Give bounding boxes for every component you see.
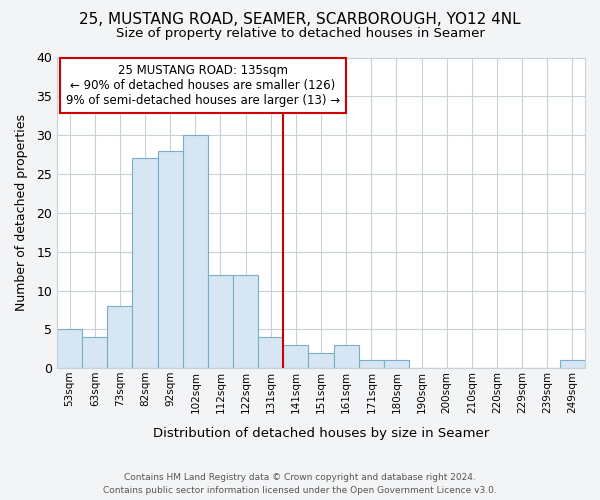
Bar — [560, 360, 585, 368]
Bar — [384, 360, 409, 368]
Y-axis label: Number of detached properties: Number of detached properties — [15, 114, 28, 312]
Bar — [133, 158, 158, 368]
Bar — [107, 306, 133, 368]
X-axis label: Distribution of detached houses by size in Seamer: Distribution of detached houses by size … — [153, 427, 489, 440]
Bar — [183, 135, 208, 368]
Bar — [158, 150, 183, 368]
Text: Contains HM Land Registry data © Crown copyright and database right 2024.
Contai: Contains HM Land Registry data © Crown c… — [103, 474, 497, 495]
Text: 25, MUSTANG ROAD, SEAMER, SCARBOROUGH, YO12 4NL: 25, MUSTANG ROAD, SEAMER, SCARBOROUGH, Y… — [79, 12, 521, 28]
Bar — [334, 345, 359, 368]
Text: Size of property relative to detached houses in Seamer: Size of property relative to detached ho… — [116, 28, 484, 40]
Bar — [283, 345, 308, 368]
Bar — [82, 337, 107, 368]
Bar — [258, 337, 283, 368]
Bar — [208, 275, 233, 368]
Bar — [57, 330, 82, 368]
Bar — [308, 352, 334, 368]
Bar — [233, 275, 258, 368]
Text: 25 MUSTANG ROAD: 135sqm
← 90% of detached houses are smaller (126)
9% of semi-de: 25 MUSTANG ROAD: 135sqm ← 90% of detache… — [66, 64, 340, 106]
Bar — [359, 360, 384, 368]
